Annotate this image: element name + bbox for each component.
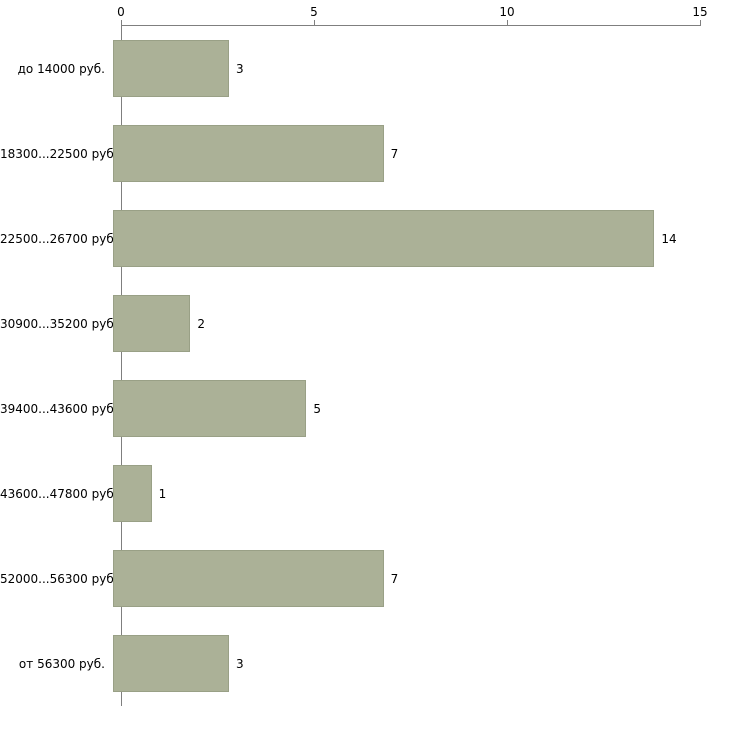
chart-row: 22500...26700 руб. 14 <box>0 196 730 281</box>
x-tick-mark <box>121 20 122 25</box>
chart-row: 43600...47800 руб. 1 <box>0 451 730 536</box>
bar <box>113 380 307 437</box>
bar-track: 5 <box>113 366 693 451</box>
category-label: 39400...43600 руб. <box>0 401 118 416</box>
bar-track: 3 <box>113 26 693 111</box>
bar <box>113 550 384 607</box>
value-label: 1 <box>158 486 167 501</box>
bar-track: 7 <box>113 536 693 621</box>
category-label: 43600...47800 руб. <box>0 486 118 501</box>
category-label: от 56300 руб. <box>18 656 105 671</box>
value-label: 3 <box>236 61 244 76</box>
bar <box>113 465 152 522</box>
category-label: до 14000 руб. <box>17 61 105 76</box>
category-label: 52000...56300 руб. <box>0 571 118 586</box>
bar-track: 2 <box>113 281 693 366</box>
chart-row: 39400...43600 руб. 5 <box>0 366 730 451</box>
x-tick-label: 10 <box>499 5 515 19</box>
bar <box>113 210 655 267</box>
x-tick-mark <box>507 20 508 25</box>
x-tick-mark <box>700 20 701 25</box>
x-axis-line <box>121 25 701 26</box>
bar-track: 3 <box>113 621 693 706</box>
value-label: 14 <box>661 231 677 246</box>
value-label: 7 <box>390 146 399 161</box>
chart-row: до 14000 руб. 3 <box>0 26 730 111</box>
value-label: 5 <box>313 401 321 416</box>
category-label: 30900...35200 руб. <box>0 316 118 331</box>
chart-row: 18300...22500 руб. 7 <box>0 111 730 196</box>
category-label: 18300...22500 руб. <box>0 146 118 161</box>
value-label: 7 <box>390 571 399 586</box>
chart-row: 52000...56300 руб. 7 <box>0 536 730 621</box>
bar <box>113 125 384 182</box>
x-tick-label: 15 <box>692 5 708 19</box>
chart-row: от 56300 руб. 3 <box>0 621 730 706</box>
bar-track: 1 <box>113 451 693 536</box>
bar <box>113 40 229 97</box>
bar-track: 7 <box>113 111 693 196</box>
y-axis-line <box>121 25 122 706</box>
value-label: 3 <box>236 656 244 671</box>
bar-track: 14 <box>113 196 693 281</box>
x-tick-mark <box>314 20 315 25</box>
x-tick-label: 0 <box>117 5 125 19</box>
value-label: 2 <box>197 316 205 331</box>
chart-row: 30900...35200 руб. 2 <box>0 281 730 366</box>
x-tick-label: 5 <box>310 5 318 19</box>
bars-area: до 14000 руб. 3 18300...22500 руб. 7 22500..… <box>0 26 730 706</box>
bar <box>113 635 229 692</box>
category-label: 22500...26700 руб. <box>0 231 118 246</box>
bar <box>113 295 191 352</box>
